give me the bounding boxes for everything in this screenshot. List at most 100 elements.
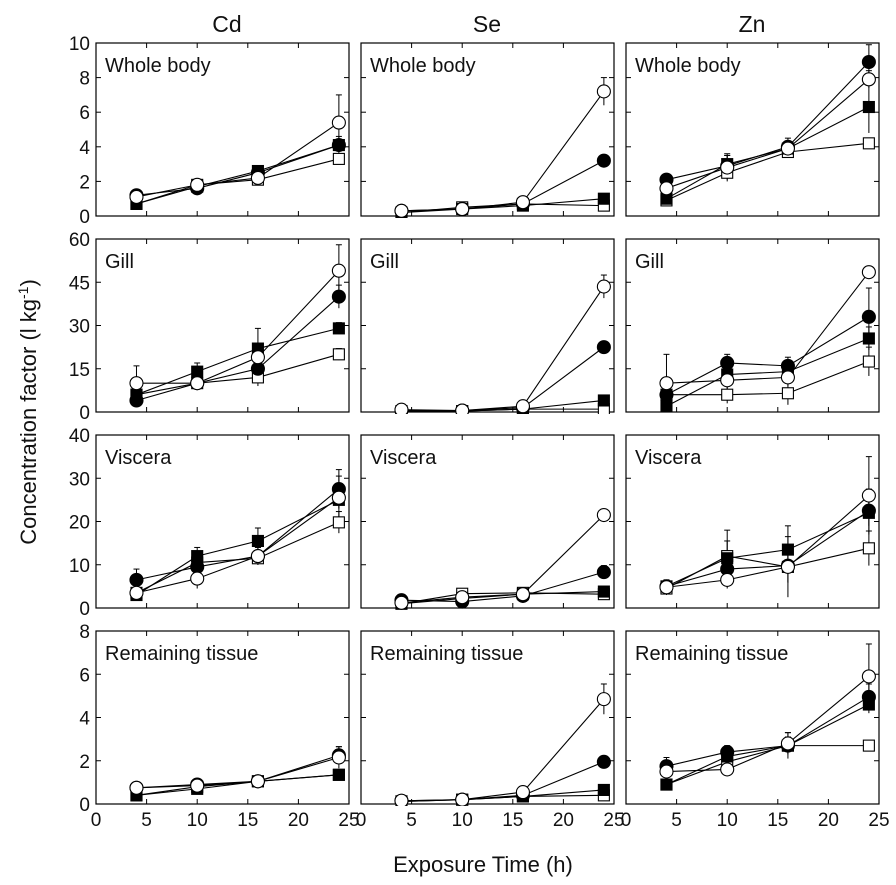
marker-open-circle [780,736,795,751]
series-line-open-circle [666,675,870,773]
marker-open-circle [720,160,735,175]
plot-area [394,507,611,610]
marker-open-circle [861,669,876,684]
marker-open-circle [190,376,205,391]
series-line-open-square [401,592,604,605]
marker-filled-circle [596,153,611,168]
panel-frame [360,42,615,217]
y-axis-label-main: Concentration factor (l kg [16,299,41,545]
marker-open-circle [515,399,530,414]
y-tick-label: 4 [79,709,90,730]
panel-zn-viscera: Viscera [625,434,880,609]
marker-open-circle [190,778,205,793]
panel-frame [360,238,615,413]
marker-open-circle [129,585,144,600]
marker-open-circle [394,595,409,610]
plot-area [129,244,346,408]
panel-title: Gill [105,251,134,273]
marker-open-circle [455,590,470,605]
y-tick-label: 2 [79,752,90,773]
y-tick-label: 6 [79,103,90,124]
marker-open-circle [129,780,144,795]
series-line-open-square [666,547,870,590]
series-line-filled-circle [666,510,870,587]
y-tick-label: 0 [79,795,90,816]
plot-area [129,469,346,602]
marker-open-circle [659,376,674,391]
panel-se-gill: Gill [360,238,615,414]
y-axis-label-end: ) [16,279,41,286]
panel-se-remaining-tissue: 0 5 10 15 20 25 Remaining tissue [356,630,625,831]
series-line-open-square [666,142,869,201]
marker-open-square [862,137,875,150]
marker-open-circle [394,203,409,218]
series-line-open-circle [136,497,340,594]
marker-open-circle [129,189,144,205]
marker-open-circle [596,279,611,294]
y-axis-label: Concentration factor (l kg-1) [15,279,41,545]
marker-filled-square [660,400,673,413]
x-tick-label: 0 [621,810,632,831]
marker-open-circle [331,490,346,505]
marker-open-circle [250,170,265,185]
series-line-filled-circle [136,488,340,581]
series-line-open-circle [401,286,605,412]
series-line-open-square [136,521,340,594]
panel-title: Viscera [105,447,172,469]
panel-zn-gill: Gill [625,238,880,413]
marker-filled-square [862,332,875,345]
marker-open-circle [331,263,346,278]
x-tick-label: 15 [502,810,523,831]
series-line-filled-circle [401,571,605,603]
y-tick-label: 45 [69,273,90,294]
panel-zn-whole-body: Whole body [625,42,880,217]
plot-area [659,265,876,413]
marker-filled-circle [129,393,144,408]
series-line-filled-circle [136,144,340,196]
marker-open-circle [861,72,876,87]
marker-filled-square [597,783,610,796]
marker-open-circle [780,370,795,385]
panel-title: Remaining tissue [370,643,523,665]
series-line-open-circle [666,271,870,384]
marker-open-circle [250,774,265,789]
marker-filled-circle [861,54,876,70]
x-tick-label: 20 [288,810,309,831]
marker-open-square [721,388,734,401]
x-tick-label: 20 [553,810,574,831]
marker-open-circle [720,373,735,388]
plot-area [129,746,346,802]
marker-open-circle [331,750,346,765]
marker-open-circle [190,571,205,586]
y-tick-label: 0 [79,207,90,228]
y-tick-label: 10 [69,34,90,55]
x-tick-label: 15 [767,810,788,831]
x-tick-label: 20 [818,810,839,831]
series-line-filled-circle [136,296,340,401]
marker-filled-circle [861,689,876,705]
x-tick-label: 10 [452,810,473,831]
x-tick-label: 0 [356,810,367,831]
panel-grid: 0 2 4 6 8 10 Whole body Whole body Whole body 0 15… [69,34,890,831]
marker-open-circle [190,177,205,192]
x-tick-label: 25 [338,810,359,831]
column-title-cd: Cd [212,11,241,37]
series-line-open-circle [401,91,605,212]
x-tick-label: 10 [717,810,738,831]
series-line-open-square [666,361,870,396]
x-tick-label: 25 [868,810,889,831]
marker-filled-square [862,100,875,114]
series-line-open-square [401,794,604,802]
y-tick-label: 15 [69,360,90,381]
y-tick-label: 30 [69,317,90,338]
x-tick-label: 10 [187,810,208,831]
marker-filled-square [332,322,345,335]
series-line-open-square [401,408,604,412]
marker-open-square [862,542,875,555]
plot-area [659,643,876,791]
marker-filled-circle [861,309,876,324]
series-line-open-circle [136,122,340,198]
marker-open-circle [394,402,409,414]
marker-open-circle [455,792,470,806]
marker-open-circle [596,84,611,99]
